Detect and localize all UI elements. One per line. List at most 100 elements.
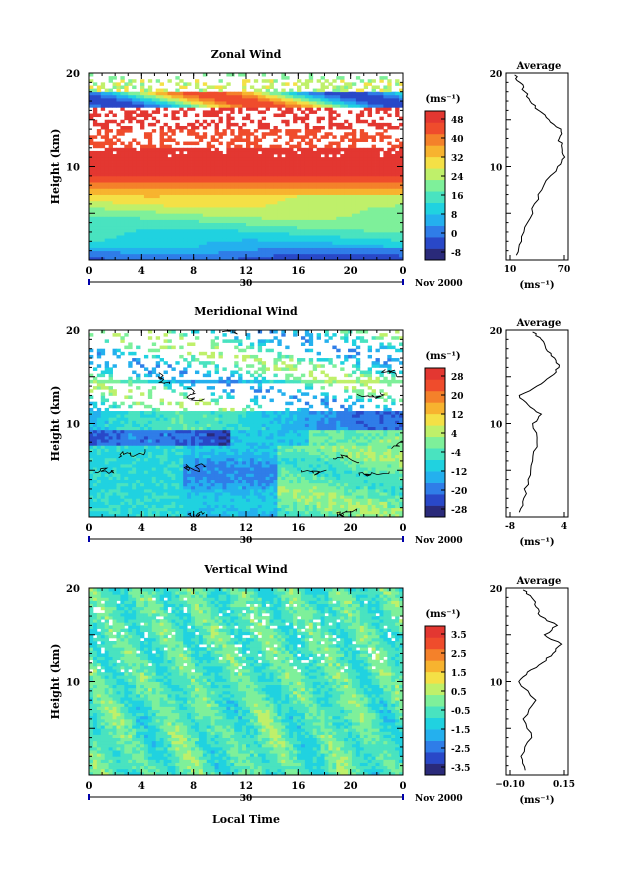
heatmap-cell: [187, 247, 192, 252]
heatmap-cell: [297, 88, 302, 93]
heatmap-cell: [371, 216, 376, 220]
heatmap-cell: [124, 144, 129, 149]
heatmap-cell: [261, 169, 267, 174]
heatmap-cell: [140, 163, 145, 167]
heatmap-cell: [100, 495, 106, 499]
heatmap-cell: [226, 210, 231, 214]
heatmap-cell: [155, 110, 161, 114]
heatmap-cell: [187, 132, 192, 136]
heatmap-cell: [293, 238, 298, 242]
heatmap-cell: [104, 172, 110, 177]
heatmap-cell: [332, 492, 337, 496]
heatmap-cell: [359, 203, 365, 208]
heatmap-cell: [191, 194, 196, 199]
heatmap-cell: [159, 235, 164, 239]
heatmap-cell: [151, 200, 157, 205]
heatmap-cell: [387, 231, 392, 236]
heatmap-cell: [89, 194, 94, 199]
heatmap-cell: [308, 197, 314, 202]
heatmap-cell: [136, 166, 141, 171]
heatmap-cell: [155, 219, 161, 223]
heatmap-cell: [147, 241, 153, 245]
heatmap-cell: [143, 479, 149, 484]
heatmap-cell: [281, 207, 286, 211]
heatmap-cell: [289, 203, 294, 208]
heatmap-cell: [320, 172, 325, 177]
heatmap-cell: [179, 231, 184, 236]
heatmap-cell: [167, 157, 172, 161]
heatmap-cell: [238, 485, 243, 490]
heatmap-cell: [179, 101, 184, 105]
heatmap-cell: [253, 175, 259, 180]
heatmap-cell: [226, 235, 231, 239]
heatmap-cell: [171, 501, 176, 505]
heatmap-cell: [383, 510, 388, 515]
heatmap-cell: [96, 157, 102, 161]
heatmap-cell: [399, 104, 404, 108]
heatmap-cell: [312, 241, 318, 245]
heatmap-cell: [136, 495, 141, 499]
heatmap-cell: [100, 197, 106, 202]
heatmap-cell: [293, 241, 298, 245]
heatmap-cell: [194, 492, 200, 496]
heatmap-cell: [308, 241, 314, 245]
heatmap-cell: [100, 101, 106, 105]
heatmap-cell: [143, 238, 149, 242]
heatmap-cell: [226, 191, 231, 195]
heatmap-cell: [344, 222, 349, 227]
heatmap-cell: [261, 241, 267, 245]
heatmap-cell: [155, 495, 161, 499]
heatmap-cell: [395, 191, 400, 195]
heatmap-cell: [194, 513, 200, 518]
heatmap-cell: [171, 253, 176, 258]
heatmap-cell: [391, 169, 396, 174]
heatmap-cell: [332, 163, 337, 167]
heatmap-cell: [261, 510, 267, 515]
heatmap-cell: [257, 122, 263, 127]
heatmap-cell: [379, 228, 384, 233]
heatmap-cell: [143, 501, 149, 505]
heatmap-cell: [273, 225, 278, 230]
heatmap-cell: [120, 157, 125, 161]
heatmap-cell: [281, 203, 286, 208]
heatmap-cell: [128, 510, 133, 515]
heatmap-cell: [371, 231, 376, 236]
heatmap-cell: [285, 97, 290, 102]
heatmap-cell: [363, 253, 369, 258]
heatmap-cell: [218, 79, 223, 83]
heatmap-cell: [359, 185, 365, 189]
heatmap-cell: [210, 185, 216, 189]
heatmap-cell: [194, 185, 200, 189]
heatmap-cell: [379, 495, 384, 499]
heatmap-cell: [140, 88, 145, 93]
heatmap-cell: [143, 225, 149, 230]
heatmap-cell: [136, 107, 141, 111]
heatmap-cell: [273, 241, 278, 245]
heatmap-cell: [120, 510, 125, 515]
heatmap-cell: [120, 166, 125, 171]
heatmap-cell: [344, 82, 349, 86]
heatmap-cell: [202, 482, 208, 487]
heatmap-cell: [320, 488, 325, 493]
heatmap-cell: [399, 163, 404, 167]
heatmap-cell: [399, 188, 404, 192]
heatmap-cell: [175, 116, 180, 121]
heatmap-cell: [159, 150, 164, 155]
heatmap-cell: [375, 97, 380, 102]
heatmap-cell: [191, 147, 196, 152]
heatmap-cell: [132, 488, 137, 493]
heatmap-cell: [171, 194, 176, 199]
heatmap-cell: [132, 178, 137, 183]
heatmap-cell: [222, 513, 227, 518]
heatmap-cell: [332, 135, 337, 139]
heatmap-cell: [308, 235, 314, 239]
heatmap-cell: [297, 495, 302, 499]
heatmap-cell: [124, 94, 129, 99]
heatmap-cell: [316, 166, 321, 171]
heatmap-cell: [249, 492, 255, 496]
heatmap-cell: [308, 169, 314, 174]
heatmap-cell: [261, 94, 267, 99]
heatmap-cell: [391, 513, 396, 518]
heatmap-cell: [336, 122, 341, 127]
heatmap-cell: [344, 157, 349, 161]
